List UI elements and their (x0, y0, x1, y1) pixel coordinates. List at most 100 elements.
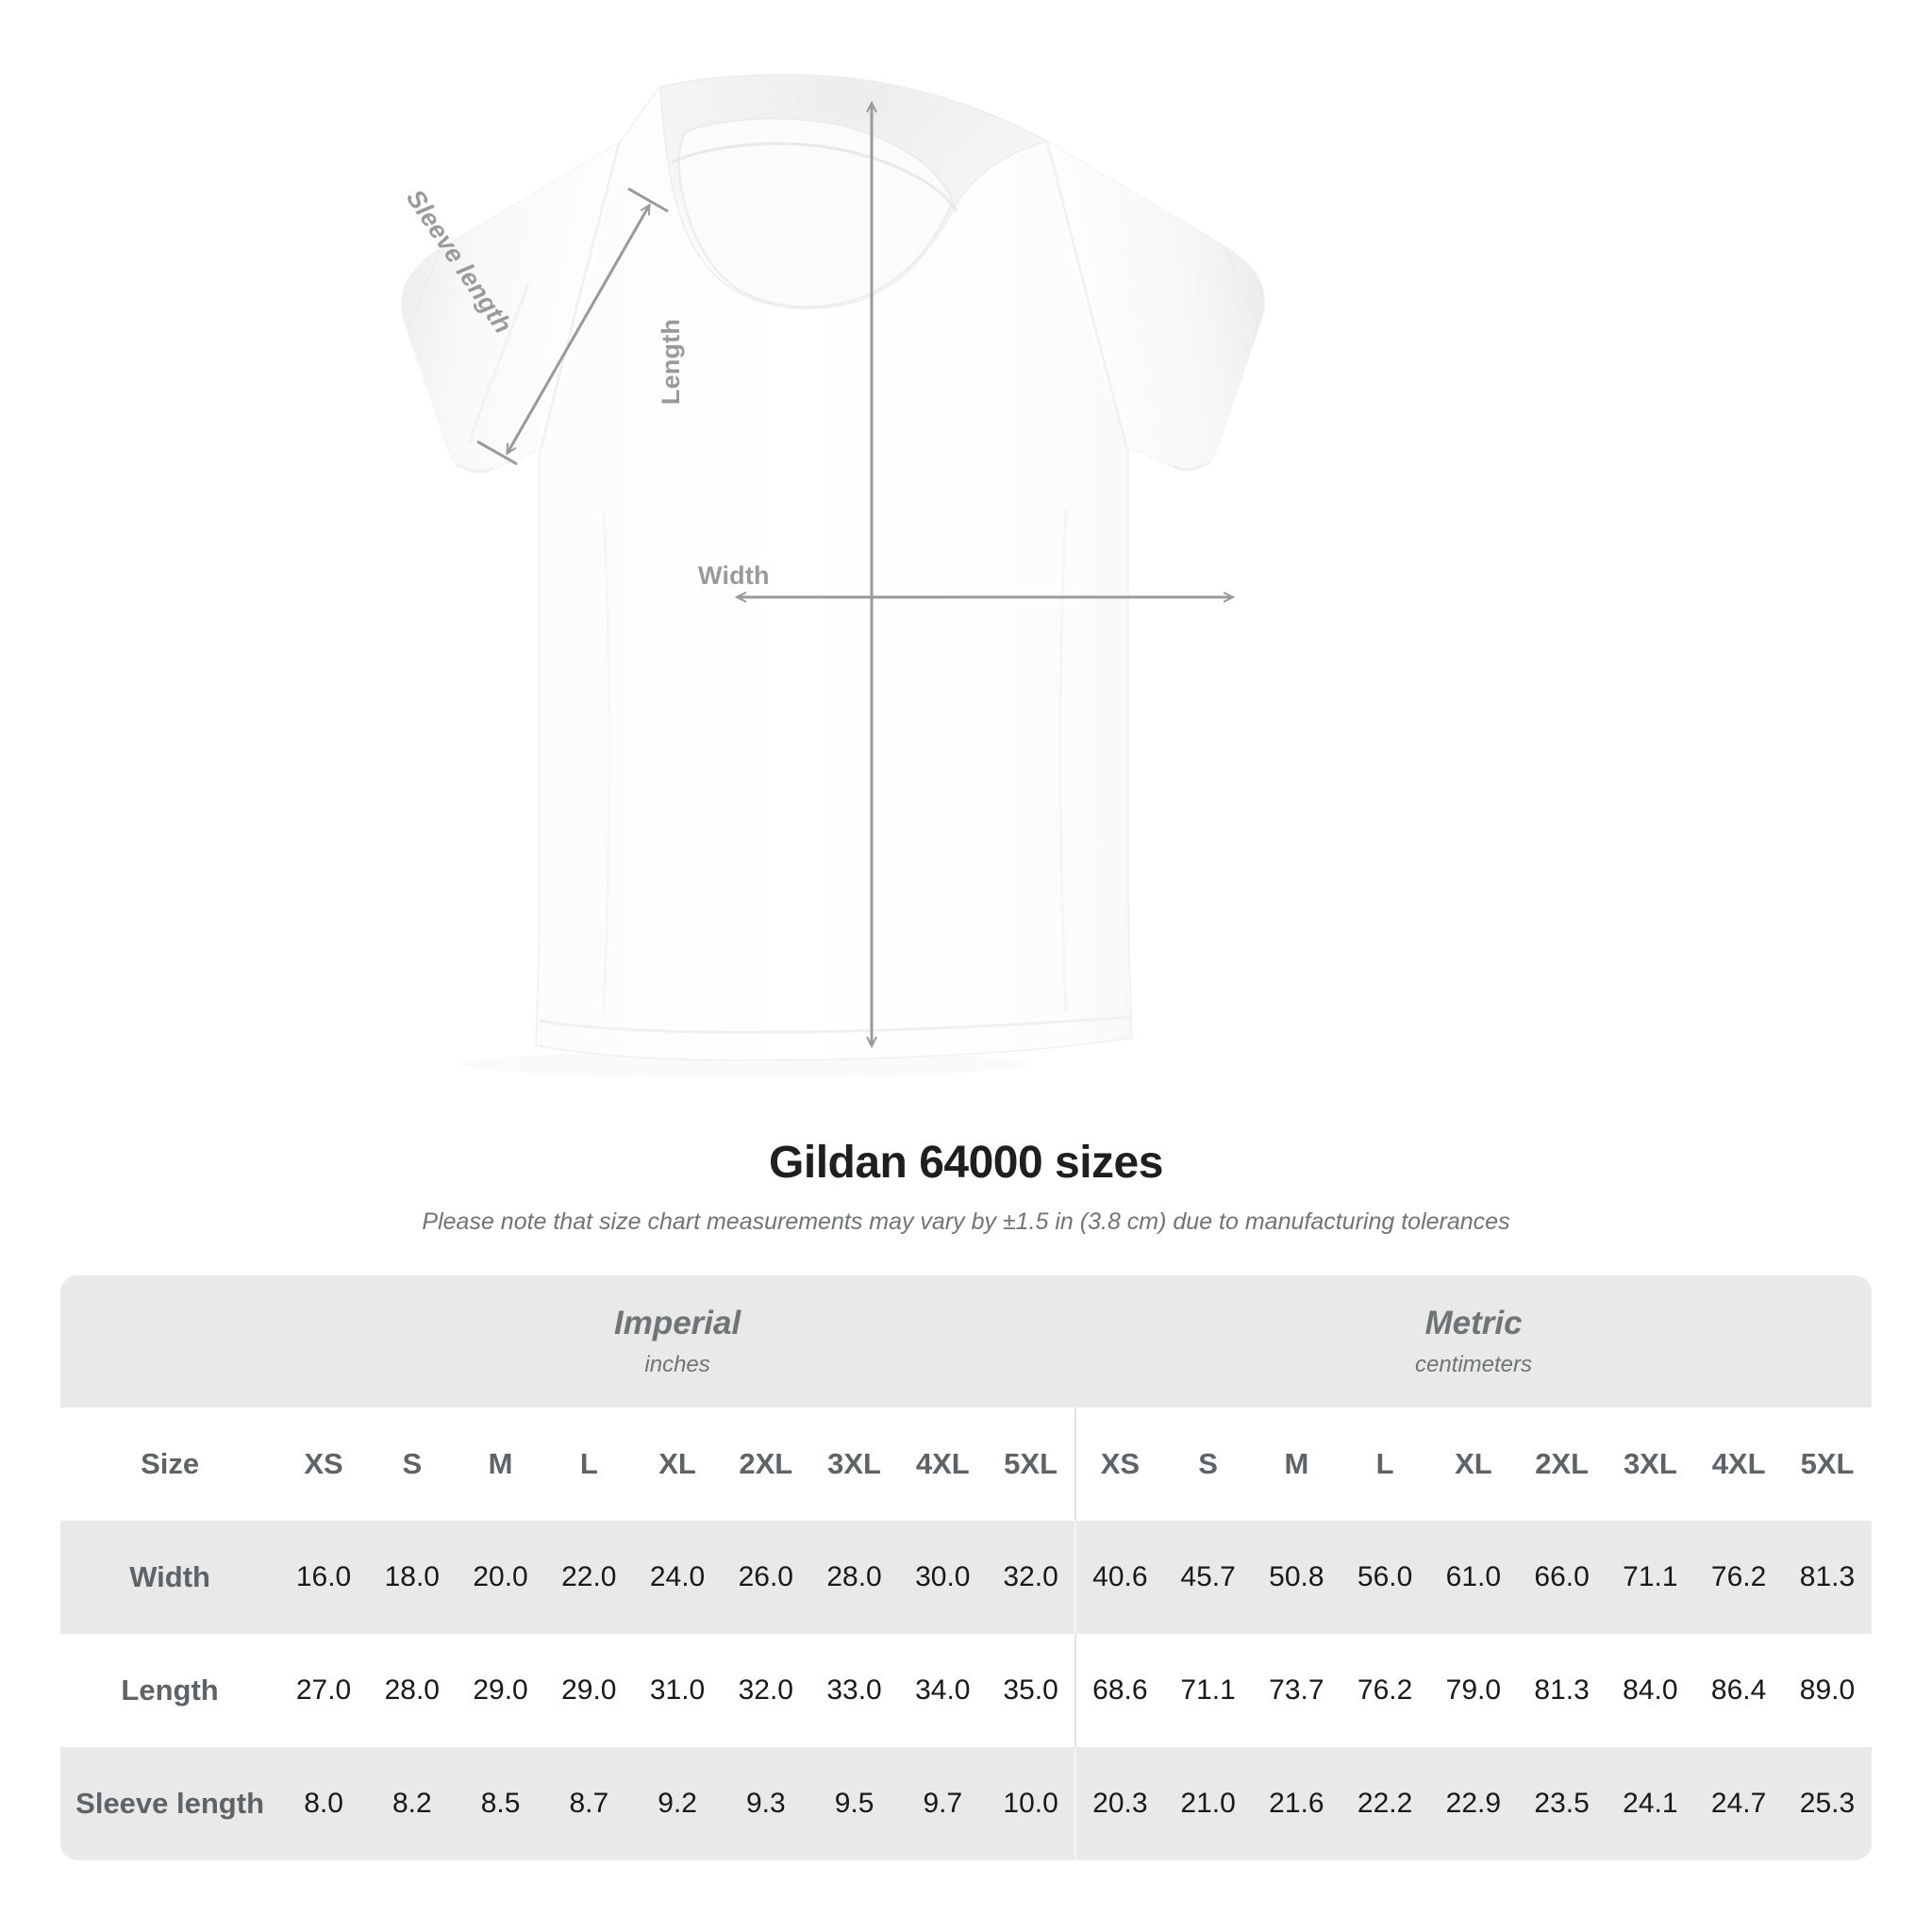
cell-value: 56.0 (1341, 1521, 1429, 1634)
tshirt-diagram: Sleeve length Length Width (400, 74, 1265, 1061)
size-table-container: Imperial inches Metric centimeters Size … (60, 1275, 1872, 1860)
size-header-row: Size XS S M L XL 2XL 3XL 4XL 5XL XS S M … (60, 1407, 1872, 1521)
cell-value: 32.0 (721, 1634, 810, 1747)
size-col-header: M (456, 1407, 545, 1521)
length-label: Length (657, 318, 686, 406)
cell-value: 28.0 (809, 1521, 899, 1634)
unit-group-imperial: Imperial inches (279, 1275, 1075, 1407)
cell-value: 81.3 (1783, 1521, 1872, 1634)
cell-value: 8.7 (544, 1747, 634, 1860)
size-col-header: 2XL (1517, 1407, 1607, 1521)
size-col-header: M (1252, 1407, 1341, 1521)
cell-value: 71.1 (1163, 1634, 1253, 1747)
cell-value: 33.0 (809, 1634, 899, 1747)
table-row: Length 27.0 28.0 29.0 29.0 31.0 32.0 33.… (60, 1634, 1872, 1747)
cell-value: 20.0 (456, 1521, 545, 1634)
sleeve-length-arrow (508, 206, 649, 453)
unit-group-imperial-name: Imperial (613, 1305, 741, 1342)
cell-value: 34.0 (898, 1634, 988, 1747)
cell-value: 31.0 (633, 1634, 722, 1747)
size-col-header: 4XL (898, 1407, 988, 1521)
size-col-header: XL (1429, 1407, 1518, 1521)
unit-group-imperial-unit: inches (644, 1351, 710, 1377)
cell-value: 24.0 (633, 1521, 722, 1634)
tshirt-illustration (401, 74, 1265, 1061)
cell-value: 66.0 (1517, 1521, 1607, 1634)
size-col-header: L (544, 1407, 634, 1521)
row-label-sleeve-length: Sleeve length (60, 1747, 280, 1860)
cell-value: 8.2 (367, 1747, 457, 1860)
unit-group-metric: Metric centimeters (1075, 1275, 1872, 1407)
cell-value: 61.0 (1429, 1521, 1518, 1634)
cell-value: 35.0 (987, 1634, 1075, 1747)
size-col-header: XS (1074, 1407, 1164, 1521)
row-label-length: Length (60, 1634, 280, 1747)
cell-value: 26.0 (721, 1521, 810, 1634)
cell-value: 23.5 (1517, 1747, 1607, 1860)
cell-value: 9.2 (633, 1747, 722, 1860)
cell-value: 8.0 (279, 1747, 368, 1860)
cell-value: 9.7 (898, 1747, 988, 1860)
cell-value: 22.2 (1341, 1747, 1429, 1860)
cell-value: 50.8 (1252, 1521, 1341, 1634)
size-col-header: L (1341, 1407, 1429, 1521)
unit-group-metric-name: Metric (1424, 1305, 1523, 1342)
cell-value: 40.6 (1074, 1521, 1164, 1634)
tolerance-note: Please note that size chart measurements… (422, 1208, 1510, 1235)
unit-banner-spacer (60, 1275, 280, 1407)
cell-value: 84.0 (1606, 1634, 1695, 1747)
size-col-header: 5XL (987, 1407, 1075, 1521)
cell-value: 18.0 (367, 1521, 457, 1634)
cell-value: 27.0 (279, 1634, 368, 1747)
table-row: Width 16.0 18.0 20.0 22.0 24.0 26.0 28.0… (60, 1521, 1872, 1634)
sleeve-tick-bottom (476, 440, 518, 466)
cell-value: 25.3 (1783, 1747, 1872, 1860)
page-title: Gildan 64000 sizes (769, 1138, 1163, 1188)
size-col-header: 3XL (1606, 1407, 1695, 1521)
size-table: Imperial inches Metric centimeters Size … (60, 1275, 1872, 1860)
cell-value: 22.9 (1429, 1747, 1518, 1860)
cell-value: 8.5 (456, 1747, 545, 1860)
sleeve-tick-top (627, 187, 669, 213)
cell-value: 21.6 (1252, 1747, 1341, 1860)
cell-value: 71.1 (1606, 1521, 1695, 1634)
tshirt-sleeve-right (1047, 142, 1265, 471)
cell-value: 29.0 (456, 1634, 545, 1747)
cell-value: 20.3 (1074, 1747, 1164, 1860)
width-label: Width (698, 561, 770, 590)
cell-value: 10.0 (987, 1747, 1075, 1860)
cell-value: 9.3 (721, 1747, 810, 1860)
row-label-width: Width (60, 1521, 280, 1634)
cell-value: 81.3 (1517, 1634, 1607, 1747)
cell-value: 24.1 (1606, 1747, 1695, 1860)
size-col-header: 3XL (809, 1407, 899, 1521)
size-col-header: XL (633, 1407, 722, 1521)
size-col-header: S (367, 1407, 457, 1521)
cell-value: 22.0 (544, 1521, 634, 1634)
size-col-header: 2XL (721, 1407, 810, 1521)
cell-value: 73.7 (1252, 1634, 1341, 1747)
cell-value: 45.7 (1163, 1521, 1253, 1634)
size-col-header: 4XL (1694, 1407, 1783, 1521)
cell-value: 29.0 (544, 1634, 634, 1747)
table-row: Sleeve length 8.0 8.2 8.5 8.7 9.2 9.3 9.… (60, 1747, 1872, 1860)
cell-value: 16.0 (279, 1521, 368, 1634)
cell-value: 30.0 (898, 1521, 988, 1634)
cell-value: 24.7 (1694, 1747, 1783, 1860)
cell-value: 28.0 (367, 1634, 457, 1747)
size-col-header: S (1163, 1407, 1253, 1521)
cell-value: 68.6 (1074, 1634, 1164, 1747)
unit-group-metric-unit: centimeters (1414, 1351, 1533, 1377)
cell-value: 76.2 (1341, 1634, 1429, 1747)
tshirt-hem (539, 1015, 1131, 1034)
cell-value: 21.0 (1163, 1747, 1253, 1860)
cell-value: 89.0 (1783, 1634, 1872, 1747)
size-col-header: XS (279, 1407, 368, 1521)
size-col-header: 5XL (1783, 1407, 1872, 1521)
cell-value: 86.4 (1694, 1634, 1783, 1747)
cell-value: 76.2 (1694, 1521, 1783, 1634)
size-header-label: Size (60, 1407, 280, 1521)
cell-value: 9.5 (809, 1747, 899, 1860)
unit-banner-row: Imperial inches Metric centimeters (60, 1275, 1872, 1407)
